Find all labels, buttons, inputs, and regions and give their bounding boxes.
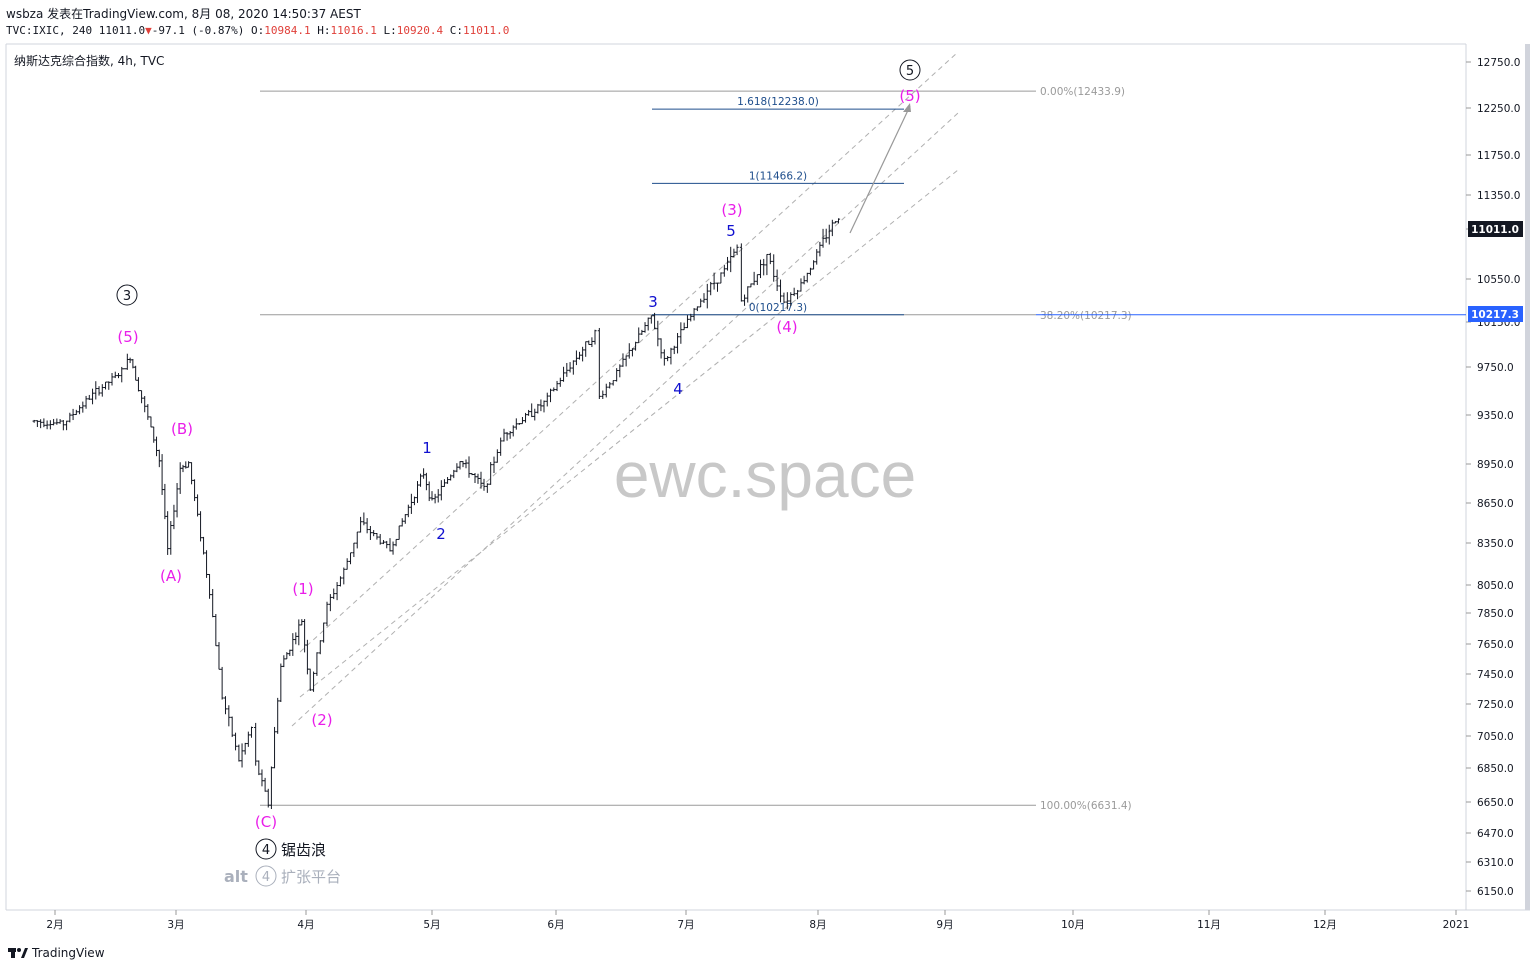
chart-legend: 纳斯达克综合指数, 4h, TVC xyxy=(14,53,164,68)
ohlc-line: TVC:IXIC, 240 11011.0▼-97.1 (-0.87%) O:1… xyxy=(6,24,509,37)
time-tick-label: 7月 xyxy=(677,919,694,931)
price-tick-label: 7650.0 xyxy=(1477,639,1514,651)
price-tick-label: 12750.0 xyxy=(1477,57,1520,69)
wave-label-pA: (A) xyxy=(160,567,182,585)
open-value: 10984.1 xyxy=(264,24,311,37)
fib-retracement-label: 100.00%(6631.4) xyxy=(1040,800,1132,812)
time-axis[interactable]: 2月 3月 4月 5月 6月 7月 8月 9月 10月 11月 12月 2021 xyxy=(46,910,1469,931)
wave-label-p3: (3) xyxy=(721,201,742,219)
wave-circle-5 xyxy=(899,59,921,81)
price-tick-label: 8050.0 xyxy=(1477,580,1514,592)
price-tick-label: 8350.0 xyxy=(1477,538,1514,550)
sawtooth-label: 锯齿浪 xyxy=(281,841,326,859)
price-tick-label: 7450.0 xyxy=(1477,669,1514,681)
wave-label-circ5: 5 xyxy=(906,64,914,79)
tradingview-footer[interactable]: TradingView xyxy=(8,946,105,960)
wave-circle-3 xyxy=(116,284,138,306)
time-tick-label: 2月 xyxy=(46,919,63,931)
price-tick-label: 11750.0 xyxy=(1477,150,1520,162)
price-tick-label: 9350.0 xyxy=(1477,410,1514,422)
time-tick-label: 10月 xyxy=(1061,919,1085,931)
watermark: ewc.space xyxy=(614,439,916,511)
price-tick-label: 12250.0 xyxy=(1477,103,1520,115)
price-tick-label: 7850.0 xyxy=(1477,608,1514,620)
time-tick-label: 11月 xyxy=(1197,919,1221,931)
projection-arrow xyxy=(849,105,911,234)
price-tick-label: 10550.0 xyxy=(1477,274,1520,286)
price-change: -97.1 (-0.87%) xyxy=(151,24,245,37)
wave-label-p4: (4) xyxy=(776,318,797,336)
price-tick-label: 6310.0 xyxy=(1477,857,1514,869)
trend-channel xyxy=(291,51,959,727)
price-bars xyxy=(32,218,841,810)
wave-label-circ4alt: 4 xyxy=(262,870,270,885)
price-tick-label: 6150.0 xyxy=(1477,886,1514,898)
down-arrow-icon: ▼ xyxy=(145,24,152,37)
high-label: H: xyxy=(317,24,331,37)
wave-circle-4-alt xyxy=(255,865,277,887)
wave-label-p2: (2) xyxy=(311,711,332,729)
scale-handle[interactable] xyxy=(1525,44,1530,910)
high-value: 11016.1 xyxy=(330,24,377,37)
wave-label-circ3: 3 xyxy=(123,289,131,304)
wave-circle-4 xyxy=(255,838,277,860)
svg-text:10217.3: 10217.3 xyxy=(1471,309,1519,321)
time-tick-label: 5月 xyxy=(423,919,440,931)
svg-text:11011.0: 11011.0 xyxy=(1471,224,1519,236)
price-tick-label: 7250.0 xyxy=(1477,699,1514,711)
wave-label-p1: (1) xyxy=(292,580,313,598)
close-value: 11011.0 xyxy=(463,24,510,37)
price-chart[interactable]: 纳斯达克综合指数, 4h, TVC ewc.space 12750.0 12250… xyxy=(0,0,1530,940)
price-tick-label: 9750.0 xyxy=(1477,362,1514,374)
price-tick-label: 8650.0 xyxy=(1477,498,1514,510)
tradingview-brand: TradingView xyxy=(32,946,105,960)
fib-retracement-label: 0.00%(12433.9) xyxy=(1040,86,1125,98)
wave-label-b3: 3 xyxy=(648,293,658,311)
price-axis[interactable]: 12750.012250.011750.011350.010550.010150… xyxy=(1466,57,1520,898)
time-tick-label: 12月 xyxy=(1313,919,1337,931)
expanded-flat-label: 扩张平台 xyxy=(281,868,341,886)
wave-label-pC: (C) xyxy=(255,813,277,831)
price-tick-label: 6850.0 xyxy=(1477,763,1514,775)
price-tick-label: 6470.0 xyxy=(1477,828,1514,840)
level-price-tag: 10217.3 xyxy=(1468,306,1523,322)
arrow-head-icon xyxy=(903,103,911,112)
wave-label-circ4: 4 xyxy=(262,843,270,858)
wave-label-p5-big: (5) xyxy=(899,87,920,105)
time-tick-label: 9月 xyxy=(936,919,953,931)
fibonacci-levels: 0.00%(12433.9) 38.20%(10217.3) 100.00%(663… xyxy=(260,86,1466,812)
time-tick-label: 4月 xyxy=(297,919,314,931)
fib-extension-label: 1(11466.2) xyxy=(749,170,807,182)
price-tick-label: 6650.0 xyxy=(1477,797,1514,809)
wave-label-p5-top: (5) xyxy=(117,328,138,346)
price-tick-label: 11350.0 xyxy=(1477,190,1520,202)
time-tick-label: 6月 xyxy=(547,919,564,931)
price-tick-label: 7050.0 xyxy=(1477,731,1514,743)
fib-extension-label: 1.618(12238.0) xyxy=(737,96,819,108)
wave-label-b2: 2 xyxy=(436,525,446,543)
current-price-tag: 11011.0 xyxy=(1468,221,1523,237)
last-price: 11011.0 xyxy=(98,24,146,37)
low-value: 10920.4 xyxy=(396,24,444,37)
alt-label: alt xyxy=(224,867,248,886)
fib-retracement-label: 38.20%(10217.3) xyxy=(1040,310,1132,322)
wave-label-pB: (B) xyxy=(171,420,193,438)
low-label: L: xyxy=(383,24,397,37)
wave-label-b1: 1 xyxy=(422,439,432,457)
price-tick-label: 8950.0 xyxy=(1477,459,1514,471)
time-tick-label: 8月 xyxy=(809,919,826,931)
open-label: O: xyxy=(251,24,265,37)
wave-label-b5: 5 xyxy=(726,222,736,240)
publish-info: wsbza 发表在TradingView.com, 8月 08, 2020 14… xyxy=(6,7,361,21)
time-tick-label: 3月 xyxy=(167,919,184,931)
close-label: C: xyxy=(449,24,463,37)
wave-label-b4: 4 xyxy=(673,380,683,398)
symbol: TVC:IXIC, 240 xyxy=(6,24,93,37)
tradingview-logo-icon xyxy=(8,948,28,958)
fib-extension-label: 0(10217.3) xyxy=(749,302,807,314)
time-tick-label: 2021 xyxy=(1443,919,1470,931)
